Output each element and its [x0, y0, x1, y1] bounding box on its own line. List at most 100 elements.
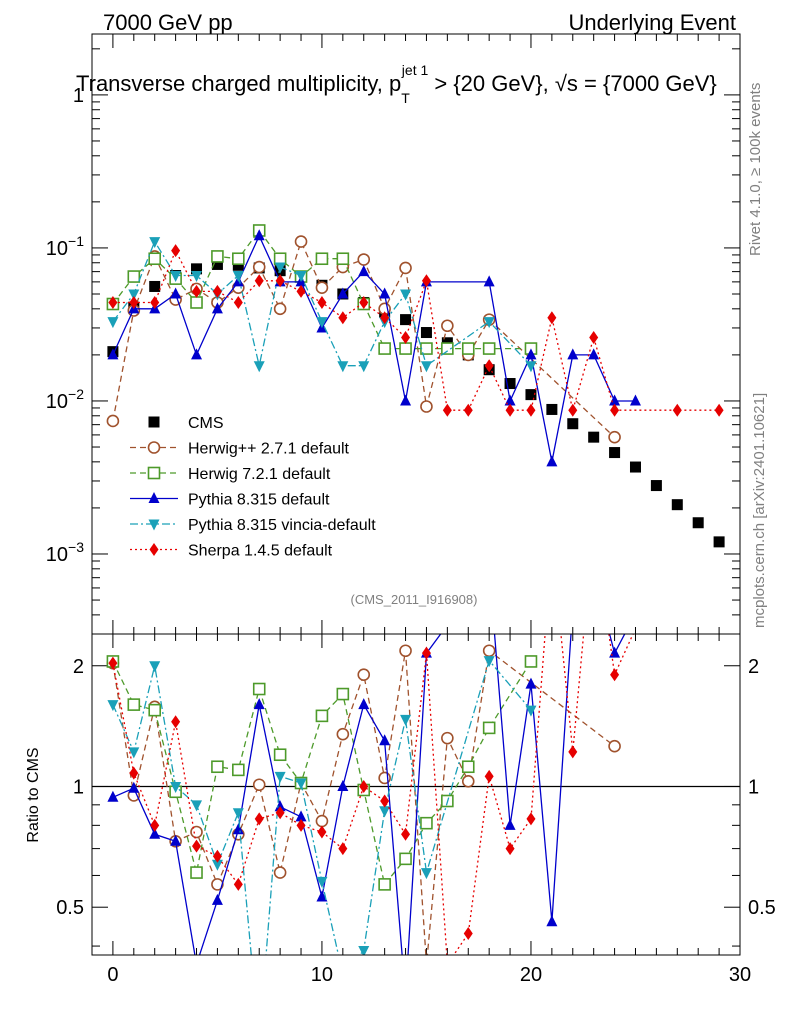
- point-cms-x28: [692, 517, 704, 529]
- point-sherpa-1-4-5-default-x23: [589, 330, 599, 344]
- point-sherpa-1-4-5-default-x11: [338, 311, 348, 325]
- legend-label: Pythia 8.315 default: [188, 492, 330, 509]
- point-herwig-2-7-1-default-x16: [441, 319, 454, 333]
- point-pythia-8-315-vincia-default-x7: [253, 361, 265, 373]
- point-herwig-7-2-1-default-x4: [190, 866, 203, 879]
- point-sherpa-1-4-5-default-x8: [275, 274, 285, 288]
- point-pythia-8-315-default-x18: [483, 275, 495, 287]
- point-cms-x20: [525, 389, 537, 401]
- point-pythia-8-315-default-x4: [191, 348, 203, 360]
- point-herwig-7-2-1-default-x18: [482, 721, 496, 735]
- point-cms-x26: [650, 480, 662, 492]
- series-herwig-7-2-1-default: [106, 224, 538, 355]
- point-sherpa-1-4-5-default-x12: [359, 295, 369, 309]
- point-herwig-7-2-1-default-x13: [378, 878, 391, 891]
- point-pythia-8-315-vincia-default-x15: [420, 361, 432, 373]
- main-panel-ticks: 1 10−1 10−2 10−3: [46, 34, 741, 635]
- point-sherpa-1-4-5-default-x11: [338, 842, 348, 856]
- point-pythia-8-315-default-x23: [588, 348, 600, 360]
- main-panel-series: [106, 224, 725, 548]
- point-sherpa-1-4-5-default-x14: [401, 330, 411, 344]
- xtick-label-10: 10: [311, 964, 333, 986]
- point-pythia-8-315-vincia-default-x14: [400, 289, 412, 301]
- header-right: Underlying Event: [568, 10, 736, 35]
- legend-label: Herwig++ 2.7.1 default: [188, 441, 350, 458]
- point-pythia-8-315-default-x10: [316, 890, 328, 902]
- series-line-herwig-7-2-1-default: [112, 229, 531, 350]
- point-sherpa-1-4-5-default-x3: [171, 715, 181, 729]
- legend-label: Pythia 8.315 vincia-default: [188, 517, 376, 534]
- point-sherpa-1-4-5-default-x19: [505, 403, 515, 417]
- point-pythia-8-315-vincia-default-x3: [170, 271, 182, 283]
- series-pythia-8-315-vincia-default: [107, 656, 537, 955]
- plot-title-sup: jet 1: [401, 62, 429, 78]
- point-pythia-8-315-vincia-default-x10: [316, 876, 328, 888]
- legend-label: CMS: [188, 415, 224, 432]
- point-herwig-7-2-1-default-x14: [399, 852, 412, 866]
- point-pythia-8-315-vincia-default-x14: [400, 714, 412, 726]
- ratio-ytick-label-left-1: 1: [73, 776, 84, 798]
- point-sherpa-1-4-5-default-x7: [254, 812, 264, 826]
- plot-title-sub: T: [401, 90, 410, 106]
- point-sherpa-1-4-5-default-x10: [317, 825, 327, 839]
- point-sherpa-1-4-5-default-x21: [547, 539, 556, 552]
- point-pythia-8-315-vincia-default-x18: [483, 317, 495, 329]
- point-herwig-7-2-1-default-x6: [232, 763, 245, 777]
- point-sherpa-1-4-5-default-x23: [589, 518, 598, 531]
- mcplots-label: mcplots.cern.ch [arXiv:2401.10621]: [751, 393, 768, 628]
- point-sherpa-1-4-5-default-x22: [568, 403, 578, 417]
- point-herwig-7-2-1-default-x15: [420, 816, 433, 830]
- point-sherpa-1-4-5-default-x20: [526, 403, 536, 417]
- point-pythia-8-315-default-x6: [232, 823, 244, 835]
- point-sherpa-1-4-5-default-x27: [672, 403, 682, 417]
- series-sherpa-1-4-5-default: [108, 244, 724, 417]
- point-pythia-8-315-default-x11: [337, 779, 349, 791]
- point-pythia-8-315-vincia-default-x5: [211, 859, 223, 871]
- point-sherpa-1-4-5-default-x10: [317, 295, 327, 309]
- point-pythia-8-315-default-x0: [107, 348, 119, 360]
- point-pythia-8-315-vincia-default-x8: [274, 771, 286, 783]
- point-herwig-7-2-1-default-x17: [461, 760, 475, 774]
- point-sherpa-1-4-5-default-x5: [212, 849, 222, 863]
- point-herwig-2-7-1-default-x15: [420, 400, 433, 413]
- point-sherpa-1-4-5-default-x22: [568, 745, 578, 759]
- point-herwig-7-2-1-default-x5: [211, 760, 224, 774]
- point-cms-x23: [588, 431, 600, 443]
- point-herwig-2-7-1-default-x8: [273, 866, 287, 879]
- point-pythia-8-315-default-x19: [504, 818, 516, 830]
- point-pythia-8-315-default-x7: [253, 229, 265, 241]
- point-herwig-2-7-1-default-x16: [441, 731, 454, 745]
- point-herwig-7-2-1-default-x1: [127, 270, 141, 283]
- main-ytick-label-1: 1: [73, 85, 84, 107]
- point-pythia-8-315-default-x9: [295, 810, 307, 822]
- point-sherpa-1-4-5-default-x18: [484, 359, 494, 373]
- ratio-panel-frame: [91, 633, 741, 956]
- point-herwig-2-7-1-default-x4: [190, 825, 203, 839]
- ratio-ytick-label-left-2: 2: [73, 656, 84, 678]
- point-sherpa-1-4-5-default-x5: [212, 284, 222, 298]
- series-sherpa-1-4-5-default: [108, 518, 634, 955]
- point-pythia-8-315-vincia-default-x6: [232, 808, 244, 820]
- point-pythia-8-315-default-x20: [525, 348, 537, 360]
- point-cms-x14: [400, 314, 412, 326]
- point-sherpa-1-4-5-default-x19: [505, 842, 515, 856]
- point-sherpa-1-4-5-default-x16: [442, 403, 452, 417]
- point-herwig-2-7-1-default-x0: [106, 414, 120, 428]
- point-pythia-8-315-default-x3: [170, 834, 182, 846]
- point-herwig-7-2-1-default-x14: [399, 342, 412, 355]
- point-herwig-7-2-1-default-x7: [252, 682, 266, 696]
- point-sherpa-1-4-5-default-x3: [171, 244, 181, 258]
- point-pythia-8-315-vincia-default-x11: [337, 361, 349, 373]
- point-herwig-2-7-1-default-x12: [357, 668, 371, 681]
- point-cms-x15: [420, 327, 432, 339]
- point-pythia-8-315-default-x12: [358, 698, 370, 710]
- main-ytick-label-10^-1: 10−1: [46, 233, 84, 260]
- point-pythia-8-315-vincia-default-x18: [483, 656, 495, 668]
- series-line-pythia-8-315-default: [112, 234, 636, 463]
- point-herwig-2-7-1-default-x10: [315, 281, 329, 294]
- series-herwig-7-2-1-default: [106, 655, 538, 891]
- point-pythia-8-315-default-x11: [337, 287, 349, 299]
- series-line-sherpa-1-4-5-default: [112, 634, 634, 955]
- ratio-y-label: Ratio to CMS: [25, 747, 42, 842]
- point-pythia-8-315-vincia-default-x2: [149, 661, 161, 673]
